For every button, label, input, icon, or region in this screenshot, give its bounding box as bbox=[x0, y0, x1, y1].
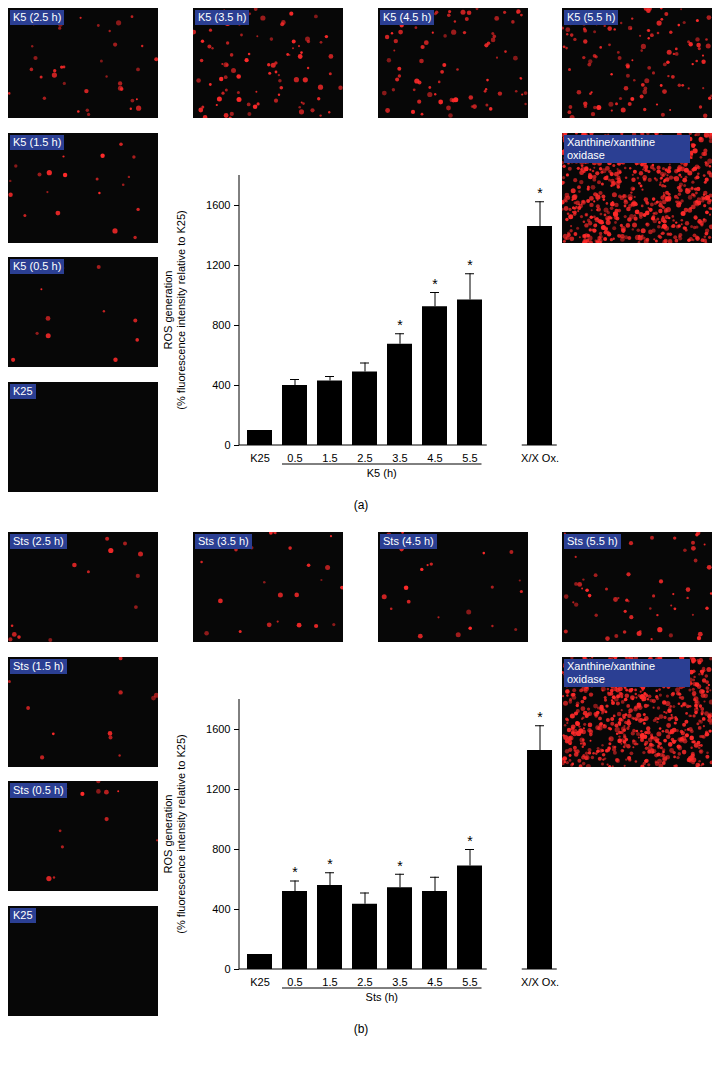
svg-text:ROS generation: ROS generation bbox=[162, 271, 174, 350]
svg-text:(% fluorescence intensity rela: (% fluorescence intensity relative to K2… bbox=[175, 210, 187, 409]
html-text:Sts (5.5 h): Sts (5.5 h) bbox=[567, 535, 618, 547]
svg-text:800: 800 bbox=[212, 843, 230, 855]
svg-text:0: 0 bbox=[224, 439, 230, 451]
svg-text:*: * bbox=[397, 858, 403, 874]
svg-text:Sts (h): Sts (h) bbox=[366, 991, 398, 1003]
svg-text:3.5: 3.5 bbox=[392, 452, 407, 464]
html-text:K5 (1.5 h): K5 (1.5 h) bbox=[13, 136, 62, 148]
html-text:K25: K25 bbox=[13, 909, 33, 921]
html-text:Xanthine/xanthine oxidase: Xanthine/xanthine oxidase bbox=[567, 660, 656, 685]
html-text:Sts (0.5 h): Sts (0.5 h) bbox=[13, 784, 64, 796]
html-text:K5 (2.5 h): K5 (2.5 h) bbox=[13, 11, 62, 23]
html-text:K5 (0.5 h): K5 (0.5 h) bbox=[13, 260, 62, 272]
svg-text:4.5: 4.5 bbox=[427, 452, 442, 464]
html-text:Xanthine/xanthine oxidase: Xanthine/xanthine oxidase bbox=[567, 136, 656, 161]
svg-text:K25: K25 bbox=[250, 452, 270, 464]
svg-text:*: * bbox=[467, 833, 473, 849]
svg-text:*: * bbox=[467, 257, 473, 273]
html-text:(a): (a) bbox=[353, 498, 369, 512]
html-text:Sts (4.5 h): Sts (4.5 h) bbox=[383, 535, 434, 547]
svg-text:800: 800 bbox=[212, 319, 230, 331]
svg-text:K25: K25 bbox=[250, 976, 270, 988]
svg-text:*: * bbox=[397, 317, 403, 333]
svg-text:X/X Ox.: X/X Ox. bbox=[521, 976, 559, 988]
svg-text:2.5: 2.5 bbox=[357, 976, 372, 988]
svg-text:400: 400 bbox=[212, 379, 230, 391]
svg-text:400: 400 bbox=[212, 903, 230, 915]
svg-text:*: * bbox=[537, 709, 543, 725]
html-text:Sts (2.5 h): Sts (2.5 h) bbox=[13, 535, 64, 547]
svg-text:5.5: 5.5 bbox=[462, 452, 477, 464]
html-text:(b): (b) bbox=[353, 1022, 369, 1036]
html-text:Sts (3.5 h): Sts (3.5 h) bbox=[198, 535, 249, 547]
svg-text:3.5: 3.5 bbox=[392, 976, 407, 988]
svg-text:1600: 1600 bbox=[206, 199, 230, 211]
svg-text:0.5: 0.5 bbox=[287, 976, 302, 988]
svg-text:4.5: 4.5 bbox=[427, 976, 442, 988]
svg-text:*: * bbox=[292, 864, 298, 880]
svg-text:5.5: 5.5 bbox=[462, 976, 477, 988]
svg-text:*: * bbox=[537, 185, 543, 201]
svg-text:K5 (h): K5 (h) bbox=[367, 467, 397, 479]
svg-text:*: * bbox=[327, 856, 333, 872]
svg-text:1600: 1600 bbox=[206, 723, 230, 735]
svg-text:1200: 1200 bbox=[206, 259, 230, 271]
svg-text:1200: 1200 bbox=[206, 783, 230, 795]
html-text:Sts (1.5 h): Sts (1.5 h) bbox=[13, 660, 64, 672]
svg-text:ROS generation: ROS generation bbox=[162, 795, 174, 874]
svg-text:0: 0 bbox=[224, 963, 230, 975]
html-text:K5 (3.5 h): K5 (3.5 h) bbox=[198, 11, 247, 23]
html-text:K5 (5.5 h): K5 (5.5 h) bbox=[567, 11, 616, 23]
html-text:K5 (4.5 h): K5 (4.5 h) bbox=[383, 11, 432, 23]
svg-text:(% fluorescence intensity rela: (% fluorescence intensity relative to K2… bbox=[175, 734, 187, 933]
svg-text:2.5: 2.5 bbox=[357, 452, 372, 464]
svg-text:*: * bbox=[432, 276, 438, 292]
svg-text:1.5: 1.5 bbox=[322, 976, 337, 988]
svg-text:0.5: 0.5 bbox=[287, 452, 302, 464]
html-text:K25: K25 bbox=[13, 385, 33, 397]
svg-text:X/X Ox.: X/X Ox. bbox=[521, 452, 559, 464]
svg-text:1.5: 1.5 bbox=[322, 452, 337, 464]
